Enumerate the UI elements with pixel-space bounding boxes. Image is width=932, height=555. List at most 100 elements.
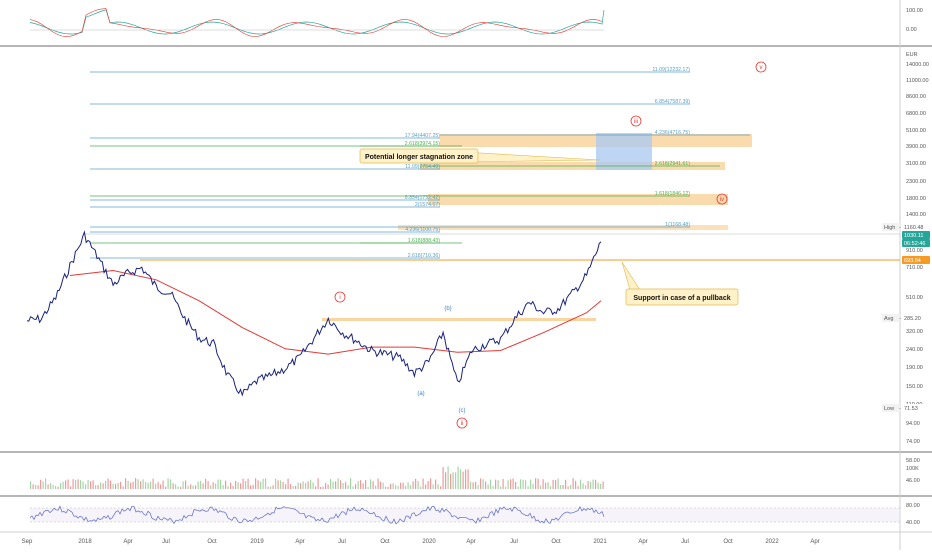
x-tick-label: Oct (723, 539, 733, 545)
volume-bar (557, 478, 559, 489)
volume-bar (415, 478, 417, 489)
volume-bar (227, 486, 229, 489)
volume-bar (537, 478, 539, 489)
volume-bar (142, 479, 144, 489)
volume-bar (357, 481, 359, 489)
price-tag-box (902, 223, 930, 231)
volume-bar (235, 480, 237, 489)
volume-bar (500, 486, 502, 489)
volume-bar (85, 484, 87, 489)
volume-bar (477, 485, 479, 489)
price-tag-label-box (882, 314, 900, 322)
axes-layer: Sep 2018 Apr Jul Oct 2019 Apr Jul Oct 2020 Apr Jul O… (22, 52, 930, 545)
volume-bar (202, 483, 204, 489)
volume-bar (205, 478, 207, 489)
price-tag-value: 693.84 (904, 258, 921, 264)
volume-bar (185, 480, 187, 489)
volume-bar (262, 478, 264, 489)
fib-label: 4.236(4716.75) (655, 130, 690, 136)
volume-bar (257, 480, 259, 489)
volume-bar (535, 478, 537, 489)
volume-bar (267, 486, 269, 489)
x-tick-label: 2019 (250, 539, 264, 545)
callout-text: Potential longer stagnation zone (365, 154, 473, 161)
rsi-band (30, 508, 900, 522)
rsi-line (29, 505, 605, 525)
volume-bar (317, 478, 319, 489)
volume-bar (207, 481, 209, 489)
volume-bar (252, 484, 254, 489)
volume-bar (570, 485, 572, 489)
volume-bar (465, 469, 467, 489)
volume-bar (147, 482, 149, 489)
price-tag-box (902, 404, 930, 412)
volume-bar (375, 485, 377, 489)
volume-bar (245, 481, 247, 489)
volume-bar (577, 486, 579, 489)
oscillator-panel: 100.00 0.00 (29, 8, 923, 37)
volume-bar (352, 486, 354, 489)
y-tick-label: 710.00 (906, 265, 923, 271)
volume-bar (180, 486, 182, 489)
volume-bar (427, 481, 429, 489)
volume-bar (487, 484, 489, 489)
volume-bar (190, 484, 192, 489)
volume-bar (380, 481, 382, 489)
volume-bar (495, 479, 497, 489)
zone-support-strip (322, 318, 596, 321)
volume-bar (310, 479, 312, 489)
volume-bar (367, 486, 369, 489)
volume-bar (295, 485, 297, 489)
volume-bar (42, 481, 44, 489)
volume-bar (57, 486, 59, 489)
oscillator-line (29, 9, 605, 35)
volume-bar (182, 481, 184, 489)
volume-bar (122, 486, 124, 489)
volume-bar (362, 483, 364, 489)
volume-bar (275, 478, 277, 489)
x-tick-label: Jul (338, 539, 346, 545)
volume-bar (302, 481, 304, 489)
volume-bar (230, 482, 232, 489)
volume-bar (87, 480, 89, 489)
volume-bar (562, 485, 564, 489)
volume-bar (420, 486, 422, 489)
volume-bar (565, 479, 567, 489)
volume-bar (592, 479, 594, 489)
volume-bar (287, 478, 289, 489)
volume-bar (237, 482, 239, 489)
y-tick-label: 320.00 (906, 329, 923, 335)
volume-bar (527, 486, 529, 489)
volume-bar (335, 481, 337, 489)
volume-bar (152, 478, 154, 489)
volume-bar (150, 481, 152, 489)
volume-bar (560, 485, 562, 489)
y-tick-label: 11000.00 (906, 78, 929, 84)
volume-bar (255, 478, 257, 489)
rsi-panel: 80.00 40.00 (29, 503, 920, 526)
volume-bar (525, 480, 527, 489)
top-panel-tick: 100.00 (906, 8, 923, 14)
volume-bar (322, 486, 324, 489)
price-tag-high: 1160.48 High - (882, 223, 930, 231)
wave-label-text: (c) (459, 408, 466, 414)
volume-bar (567, 486, 569, 489)
volume-bar (430, 478, 432, 489)
annotation-stagnation: Potential longer stagnation zone (359, 148, 601, 164)
volume-bar (55, 485, 57, 489)
fib-label: 2.618(3974.15) (405, 141, 440, 147)
y-tick-label: 46.00 (906, 478, 920, 484)
volume-bar (412, 481, 414, 489)
volume-bar (417, 480, 419, 489)
volume-bar (70, 486, 72, 489)
volume-panel: 100K (30, 466, 919, 489)
volume-bar (587, 481, 589, 489)
price-tag-value: 06:52:46 (904, 241, 925, 247)
volume-bar (115, 483, 117, 489)
zone-lower (428, 194, 728, 205)
volume-bar (550, 486, 552, 489)
volume-bar (80, 480, 82, 489)
fib-label: 11.09(12232.17) (652, 67, 690, 73)
